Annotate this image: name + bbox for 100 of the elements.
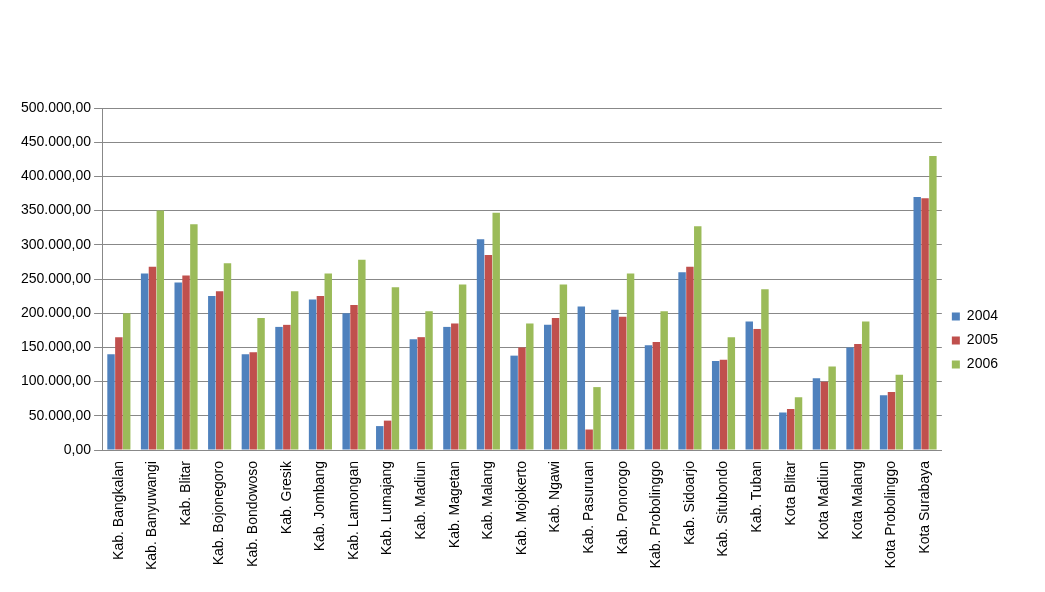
legend-label: 2005: [966, 331, 999, 348]
bar: [458, 284, 467, 450]
bar: [383, 420, 392, 450]
bar: [559, 284, 568, 450]
bar: [861, 321, 870, 450]
x-tick-label: Kab. Blitar: [176, 460, 193, 526]
bar: [794, 397, 803, 450]
bar: [122, 313, 131, 450]
bar: [577, 306, 586, 450]
bar: [761, 289, 769, 450]
bar: [417, 337, 425, 450]
bar: [711, 361, 720, 450]
y-tick-label: 300.000,00: [20, 235, 92, 252]
bar: [779, 412, 787, 450]
bar: [727, 337, 736, 450]
bar: [215, 291, 224, 450]
bar: [308, 299, 317, 450]
bar: [174, 282, 182, 450]
x-tick-label: Kab. Pasuruan: [580, 461, 596, 554]
y-tick-label: 250.000,00: [20, 269, 92, 286]
bar: [753, 328, 761, 450]
bar: [879, 395, 888, 450]
x-tick-label: Kab. Ponorogo: [613, 460, 630, 555]
bar: [913, 196, 921, 450]
x-tick-label: Kab. Lumajang: [378, 461, 395, 556]
bar: [694, 226, 702, 450]
bar: [820, 381, 829, 450]
bar: [644, 345, 653, 450]
x-tick-label: Kab. Madiun: [412, 461, 429, 540]
bar: [324, 273, 332, 450]
y-tick-label: 350.000,00: [20, 201, 92, 218]
bar: [921, 198, 929, 450]
y-tick-label: 0,00: [63, 440, 92, 457]
y-tick-label: 400.000,00: [20, 167, 92, 184]
bar: [451, 323, 459, 450]
bar: [290, 291, 299, 450]
bar: [350, 305, 358, 450]
x-tick-label: Kab. Probolinggo: [647, 460, 664, 569]
x-tick-label: Kab. Jombang: [311, 461, 328, 552]
bar: [223, 263, 232, 450]
bar: [358, 259, 366, 450]
bar: [719, 359, 728, 450]
x-tick-label: Kota Madiun: [815, 461, 832, 540]
bar: [257, 318, 265, 450]
bar: [678, 272, 686, 450]
bar: [887, 391, 896, 450]
bar: [593, 387, 601, 450]
bar: [115, 337, 123, 450]
legend-label: 2006: [966, 355, 999, 372]
bar: [156, 210, 165, 450]
bar: [241, 354, 250, 450]
bar: [391, 287, 400, 450]
bar: [182, 275, 190, 450]
bar: [283, 324, 291, 450]
legend-label: 2004: [966, 307, 999, 324]
bar: [342, 313, 350, 450]
bar: [190, 224, 198, 450]
bar: [249, 352, 257, 450]
bar: [611, 309, 619, 450]
x-tick-label: Kab. Sidoarjo: [680, 460, 697, 546]
bar: [626, 273, 635, 450]
bar: [107, 354, 115, 450]
bar: [476, 239, 485, 450]
x-tick-label: Kota Malang: [848, 461, 865, 540]
bar: [828, 366, 836, 450]
x-tick-label: Kab. Situbondo: [714, 460, 731, 557]
bar: [275, 326, 283, 450]
bar: [660, 311, 668, 450]
x-tick-label: Kota Blitar: [781, 460, 798, 526]
bar: [316, 296, 325, 450]
bar: [812, 378, 821, 450]
y-tick-label: 500.000,00: [20, 98, 92, 115]
bar: [140, 273, 149, 450]
bar: [745, 321, 753, 450]
x-tick-label: Kab. Tuban: [747, 461, 764, 533]
bar: [425, 311, 433, 450]
x-tick-label: Kab. Ngawi: [546, 461, 563, 533]
bar: [409, 339, 418, 450]
x-tick-label: Kab. Banyuwangi: [143, 461, 160, 570]
y-tick-label: 150.000,00: [20, 338, 92, 355]
bar: [208, 296, 216, 450]
bar: [786, 408, 795, 450]
bar: [686, 266, 694, 450]
bar: [543, 324, 552, 450]
x-tick-label: Kota Probolinggo: [882, 460, 899, 569]
x-tick-label: Kab. Bojonegoro: [210, 460, 227, 566]
bar: [492, 212, 500, 450]
y-tick-label: 200.000,00: [20, 304, 92, 321]
bar: [551, 318, 560, 450]
y-tick-label: 450.000,00: [20, 133, 92, 150]
bar: [895, 374, 904, 450]
y-tick-label: 100.000,00: [20, 372, 92, 389]
bar: [652, 341, 661, 450]
x-tick-label: Kab. Bondowoso: [244, 460, 261, 567]
bar: [510, 355, 518, 450]
bar: [846, 347, 854, 450]
bar: [526, 323, 534, 450]
bar: [443, 326, 451, 450]
x-tick-label: Kota Surabaya: [915, 460, 932, 554]
x-tick-label: Kab. Mojokerto: [512, 460, 529, 556]
